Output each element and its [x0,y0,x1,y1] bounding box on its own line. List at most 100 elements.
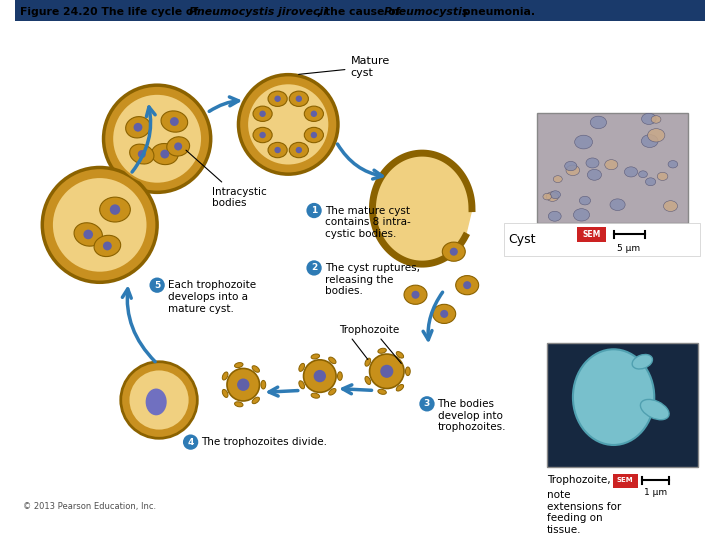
Text: pneumonia.: pneumonia. [459,8,535,17]
Ellipse shape [580,197,590,205]
Ellipse shape [396,384,404,391]
Text: note
extensions for
feeding on
tissue.: note extensions for feeding on tissue. [546,490,621,535]
Ellipse shape [222,389,228,397]
Text: Trophozoite: Trophozoite [339,325,399,335]
Circle shape [109,204,120,215]
Bar [503,223,700,256]
Ellipse shape [289,91,308,106]
Ellipse shape [405,367,410,376]
Ellipse shape [575,135,593,149]
FancyBboxPatch shape [577,227,606,242]
Ellipse shape [253,106,272,122]
Circle shape [112,94,202,184]
Text: 3: 3 [424,400,430,408]
Ellipse shape [396,352,404,358]
Text: © 2013 Pearson Education, Inc.: © 2013 Pearson Education, Inc. [23,502,156,511]
Ellipse shape [299,363,305,372]
Text: The trophozoites divide.: The trophozoites divide. [201,437,327,447]
Text: 1: 1 [311,206,318,215]
Ellipse shape [456,275,479,295]
Text: The mature cyst
contains 8 intra-
cystic bodies.: The mature cyst contains 8 intra- cystic… [325,206,410,239]
Ellipse shape [99,197,130,222]
Ellipse shape [328,388,336,395]
Ellipse shape [546,192,559,201]
Circle shape [259,111,266,117]
Ellipse shape [549,211,561,221]
Ellipse shape [222,372,228,380]
Text: Figure 24.20 The life cycle of: Figure 24.20 The life cycle of [20,8,202,17]
Ellipse shape [268,143,287,158]
Text: The cyst ruptures,
releasing the
bodies.: The cyst ruptures, releasing the bodies. [325,263,420,296]
Circle shape [259,132,266,138]
Ellipse shape [94,235,121,256]
Circle shape [52,177,148,273]
Ellipse shape [564,161,577,171]
Ellipse shape [543,193,552,200]
Circle shape [84,230,93,239]
Ellipse shape [289,143,308,158]
Text: 5 μm: 5 μm [617,244,641,253]
Ellipse shape [161,111,188,132]
Circle shape [274,147,281,153]
Ellipse shape [642,134,658,147]
Text: 4: 4 [187,437,194,447]
Ellipse shape [151,144,178,165]
Text: 1 μm: 1 μm [644,488,667,497]
Ellipse shape [338,372,342,380]
Ellipse shape [235,362,243,368]
Circle shape [369,354,404,388]
Bar [537,113,688,223]
Text: Each trophozoite
develops into a
mature cyst.: Each trophozoite develops into a mature … [168,280,256,314]
Circle shape [296,96,302,102]
Text: Trophozoite,: Trophozoite, [546,475,613,485]
Circle shape [463,281,471,289]
Circle shape [238,75,338,174]
Ellipse shape [586,158,599,168]
Ellipse shape [442,242,465,261]
Ellipse shape [305,127,323,143]
Text: Pneumocystis jirovecii: Pneumocystis jirovecii [189,8,327,17]
Circle shape [380,364,393,378]
Ellipse shape [328,357,336,363]
Text: Intracystic
bodies: Intracystic bodies [186,150,266,208]
FancyBboxPatch shape [613,474,637,488]
Ellipse shape [651,116,661,123]
Text: Mature
cyst: Mature cyst [299,56,390,78]
Circle shape [174,143,182,151]
Circle shape [304,360,336,393]
Text: SEM: SEM [617,477,634,483]
Circle shape [121,362,197,438]
Ellipse shape [305,106,323,122]
Ellipse shape [668,160,678,168]
Circle shape [307,260,322,275]
Ellipse shape [299,381,305,389]
Ellipse shape [167,137,189,156]
Circle shape [419,396,435,411]
Ellipse shape [590,116,606,129]
Bar [16,0,704,21]
Ellipse shape [550,191,560,199]
Circle shape [310,132,317,138]
Ellipse shape [624,167,638,177]
Circle shape [103,241,112,251]
Circle shape [296,147,302,153]
Circle shape [227,368,259,401]
Circle shape [450,248,458,256]
Ellipse shape [645,178,656,186]
Ellipse shape [253,127,272,143]
Ellipse shape [261,380,266,389]
Text: , the cause of: , the cause of [317,8,404,17]
Circle shape [440,310,449,318]
Circle shape [310,111,317,117]
Ellipse shape [126,117,150,138]
Circle shape [134,123,143,132]
Ellipse shape [605,160,618,170]
Circle shape [150,278,165,293]
Text: The bodies
develop into
trophozoites.: The bodies develop into trophozoites. [438,399,506,432]
Circle shape [307,203,322,218]
Ellipse shape [566,165,580,176]
Ellipse shape [365,358,371,366]
Circle shape [183,435,198,450]
Ellipse shape [657,172,668,180]
Ellipse shape [664,201,678,212]
